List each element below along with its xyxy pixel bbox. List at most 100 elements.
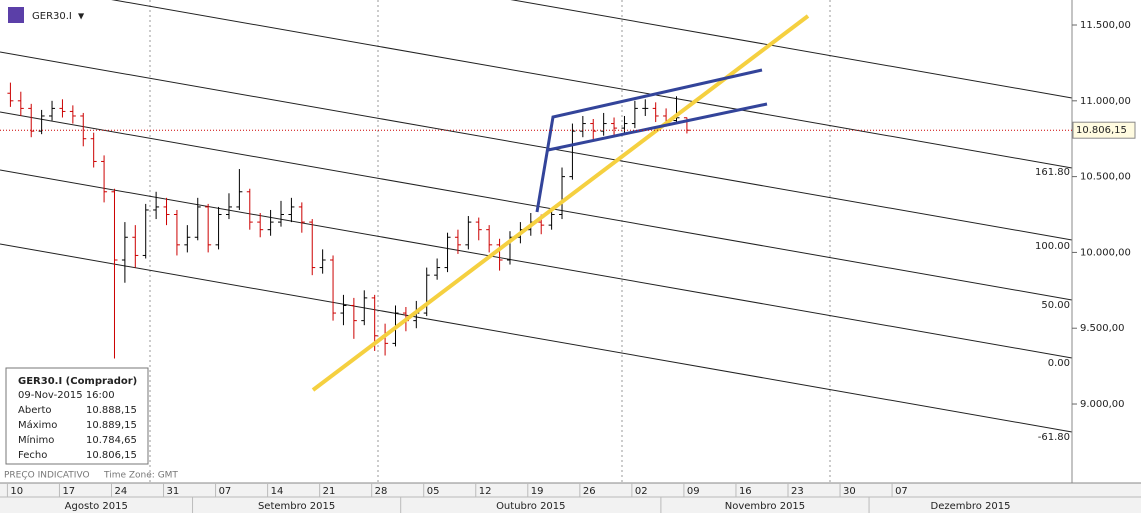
ohlc-bar: [309, 219, 316, 276]
month-label: Novembro 2015: [725, 501, 805, 512]
ohlc-bar: [475, 217, 482, 241]
ohlc-bar: [236, 169, 243, 210]
ohlc-bar: [319, 249, 326, 274]
y-tick-label: 10.500,00: [1080, 172, 1131, 183]
ohlc-bar: [121, 222, 128, 283]
ohlc-bar: [111, 188, 118, 359]
info-title: GER30.I (Comprador): [18, 376, 137, 387]
ohlc-bar: [153, 191, 160, 220]
ohlc-bar: [298, 202, 305, 233]
info-value: 10.888,15: [86, 405, 137, 416]
price-bars: [7, 82, 690, 359]
x-tick-label: 19: [531, 486, 544, 497]
info-label: Fecho: [18, 450, 47, 461]
x-tick-label: 24: [114, 486, 127, 497]
ohlc-bar: [163, 197, 170, 226]
info-label: Máximo: [18, 419, 57, 431]
ohlc-bar: [350, 297, 357, 339]
channel-line: [111, 0, 1073, 169]
y-tick-label: 9.000,00: [1080, 399, 1125, 410]
fib-label: 100.00: [1035, 241, 1070, 252]
ohlc-bar: [434, 258, 441, 280]
ohlc-bar: [496, 238, 503, 271]
ohlc-bar: [486, 225, 493, 253]
ohlc-bar: [631, 100, 638, 129]
x-tick-label: 28: [375, 486, 388, 497]
ohlc-bar: [184, 225, 191, 253]
trendline: [535, 68, 763, 213]
symbol-icon: [8, 7, 24, 23]
info-box-frame: [5, 367, 149, 465]
footer-note: PREÇO INDICATIVO: [4, 471, 90, 481]
x-tick-label: 09: [687, 486, 700, 497]
ohlc-bar: [600, 112, 607, 136]
ohlc-bar: [59, 99, 66, 118]
ohlc-bar: [673, 96, 680, 124]
fib-channel: [0, 0, 1073, 433]
ohlc-bar: [173, 209, 180, 256]
ohlc-bar: [246, 188, 253, 230]
fib-label: -61.80: [1038, 432, 1070, 443]
ohlc-bar: [257, 212, 264, 238]
ohlc-bar: [90, 132, 97, 168]
ohlc-bar: [278, 200, 285, 227]
ohlc-bar: [288, 197, 295, 223]
timezone: Time Zone: GMT: [103, 471, 178, 481]
ohlc-bar: [267, 209, 274, 236]
month-label: Agosto 2015: [65, 501, 128, 512]
dropdown-arrow[interactable]: ▼: [78, 12, 85, 21]
x-tick-label: 05: [427, 486, 440, 497]
ohlc-bar: [205, 203, 212, 253]
ohlc-bar: [80, 112, 87, 147]
fib-label: 161.80: [1035, 167, 1070, 178]
x-tick-label: 14: [271, 486, 284, 497]
ohlc-bar: [559, 167, 566, 220]
info-value: 10.889,15: [86, 420, 137, 431]
month-label: Dezembro 2015: [931, 501, 1011, 512]
ohlc-bar: [423, 267, 430, 317]
y-tick-label: 11.500,00: [1080, 20, 1131, 31]
ohlc-bar: [142, 203, 149, 259]
info-value: 10.784,65: [86, 435, 137, 446]
x-tick-label: 30: [843, 486, 856, 497]
ohlc-bar: [330, 255, 337, 321]
ohlc-bar: [38, 109, 45, 135]
month-label: Outubro 2015: [496, 501, 565, 512]
ohlc-bar: [225, 193, 232, 220]
symbol[interactable]: GER30.I: [32, 11, 72, 22]
month-label: Setembro 2015: [258, 501, 335, 512]
time-axis: [0, 483, 1141, 513]
ohlc-bar: [642, 99, 649, 116]
info-label: Aberto: [18, 405, 52, 416]
last-price-box: [1072, 121, 1136, 139]
ohlc-bar: [17, 91, 24, 116]
channel-line: [510, 0, 1073, 99]
y-tick-label: 11.000,00: [1080, 96, 1131, 107]
ohlc-bar: [340, 294, 347, 326]
x-tick-label: 23: [791, 486, 804, 497]
ohlc-bar: [215, 206, 222, 250]
info-box: GER30.I (Comprador) 09-Nov-2015 16:00 Ab…: [5, 367, 149, 465]
x-tick-label: 12: [479, 486, 492, 497]
info-datetime: 09-Nov-2015 16:00: [18, 390, 115, 401]
channel-line: [0, 169, 1073, 359]
y-tick-label: 10.000,00: [1080, 247, 1131, 258]
x-tick-label: 21: [323, 486, 336, 497]
y-tick-label: 9.500,00: [1080, 323, 1125, 334]
ohlc-bar: [69, 105, 76, 124]
ohlc-bar: [101, 155, 108, 203]
price-axis: [1072, 0, 1141, 497]
fib-label: 0.00: [1048, 358, 1070, 369]
x-tick-label: 02: [635, 486, 648, 497]
x-tick-label: 07: [219, 486, 232, 497]
info-value: 10.806,15: [86, 450, 137, 461]
fib-labels: 161.80 100.00 50.00 0.00 -61.80: [1035, 167, 1070, 443]
ohlc-bar: [444, 232, 451, 273]
info-label: Mínimo: [18, 434, 54, 446]
ohlc-bar: [28, 103, 35, 138]
ohlc-bar: [652, 102, 659, 123]
channel-line: [0, 111, 1073, 301]
